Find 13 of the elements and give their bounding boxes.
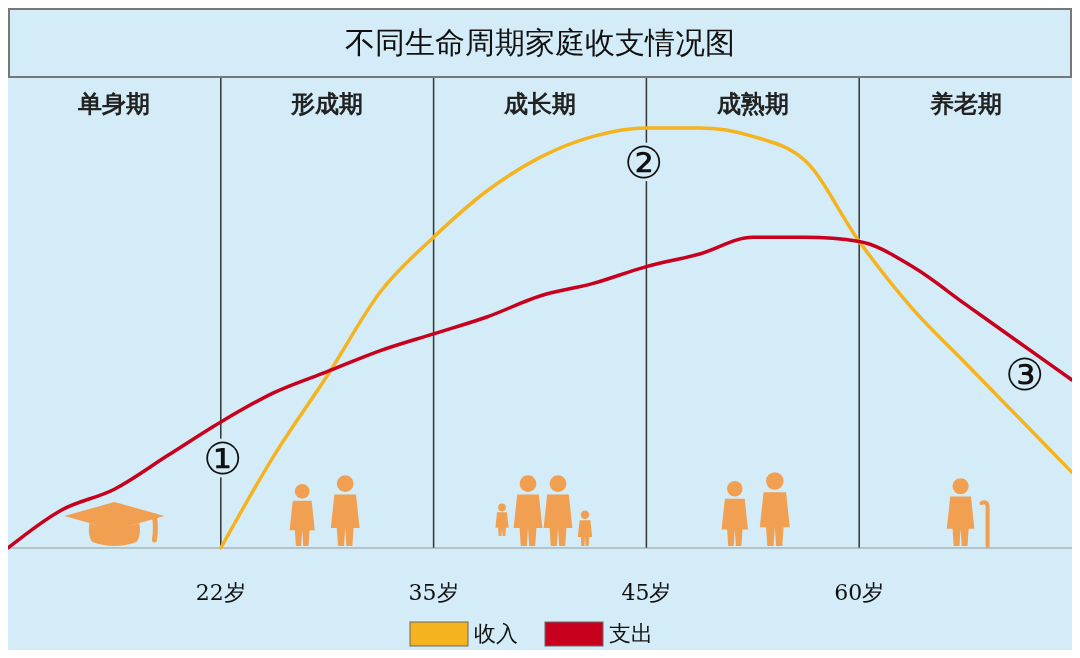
x-tick-label: 60岁 (834, 580, 885, 605)
x-tick-label: 45岁 (621, 580, 672, 605)
text: 成长期 (503, 89, 576, 118)
legend-label: 支出 (609, 621, 653, 646)
text: 养老期 (928, 89, 1002, 118)
x-tick-label: 22岁 (195, 580, 246, 605)
text: 单身期 (77, 89, 151, 118)
text: 成熟期 (715, 89, 789, 118)
x-tick-label: 35岁 (408, 580, 459, 605)
chart-title: 不同生命周期家庭收支情况图 (345, 25, 735, 60)
annotation: ③ (1004, 349, 1044, 400)
text: 形成期 (290, 89, 364, 118)
legend-label: 收入 (474, 621, 518, 646)
